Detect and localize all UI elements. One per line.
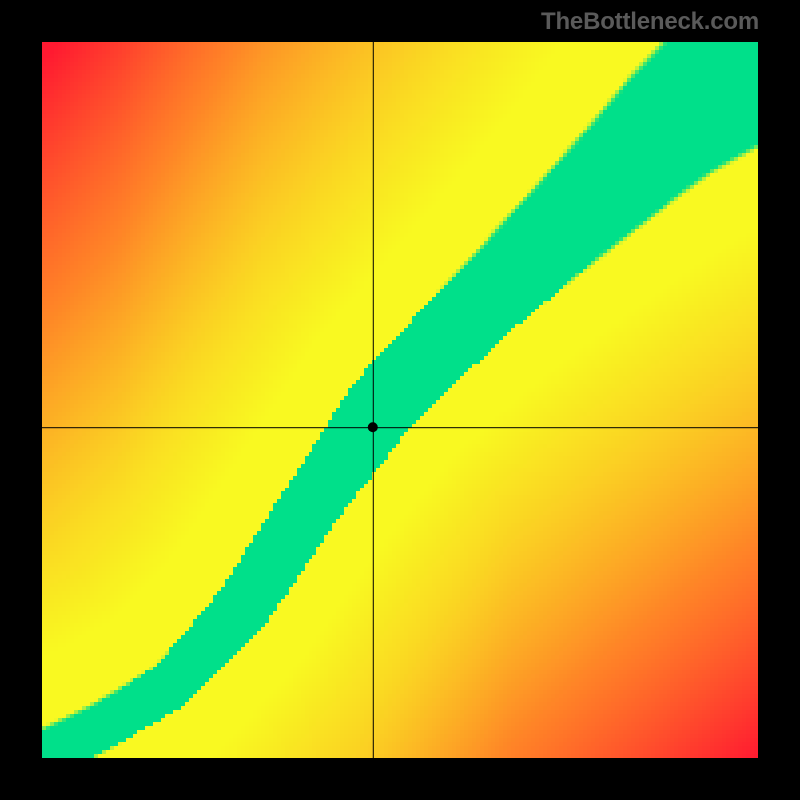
bottleneck-heatmap — [42, 42, 758, 758]
chart-container: TheBottleneck.com — [0, 0, 800, 800]
watermark-text: TheBottleneck.com — [541, 8, 759, 36]
